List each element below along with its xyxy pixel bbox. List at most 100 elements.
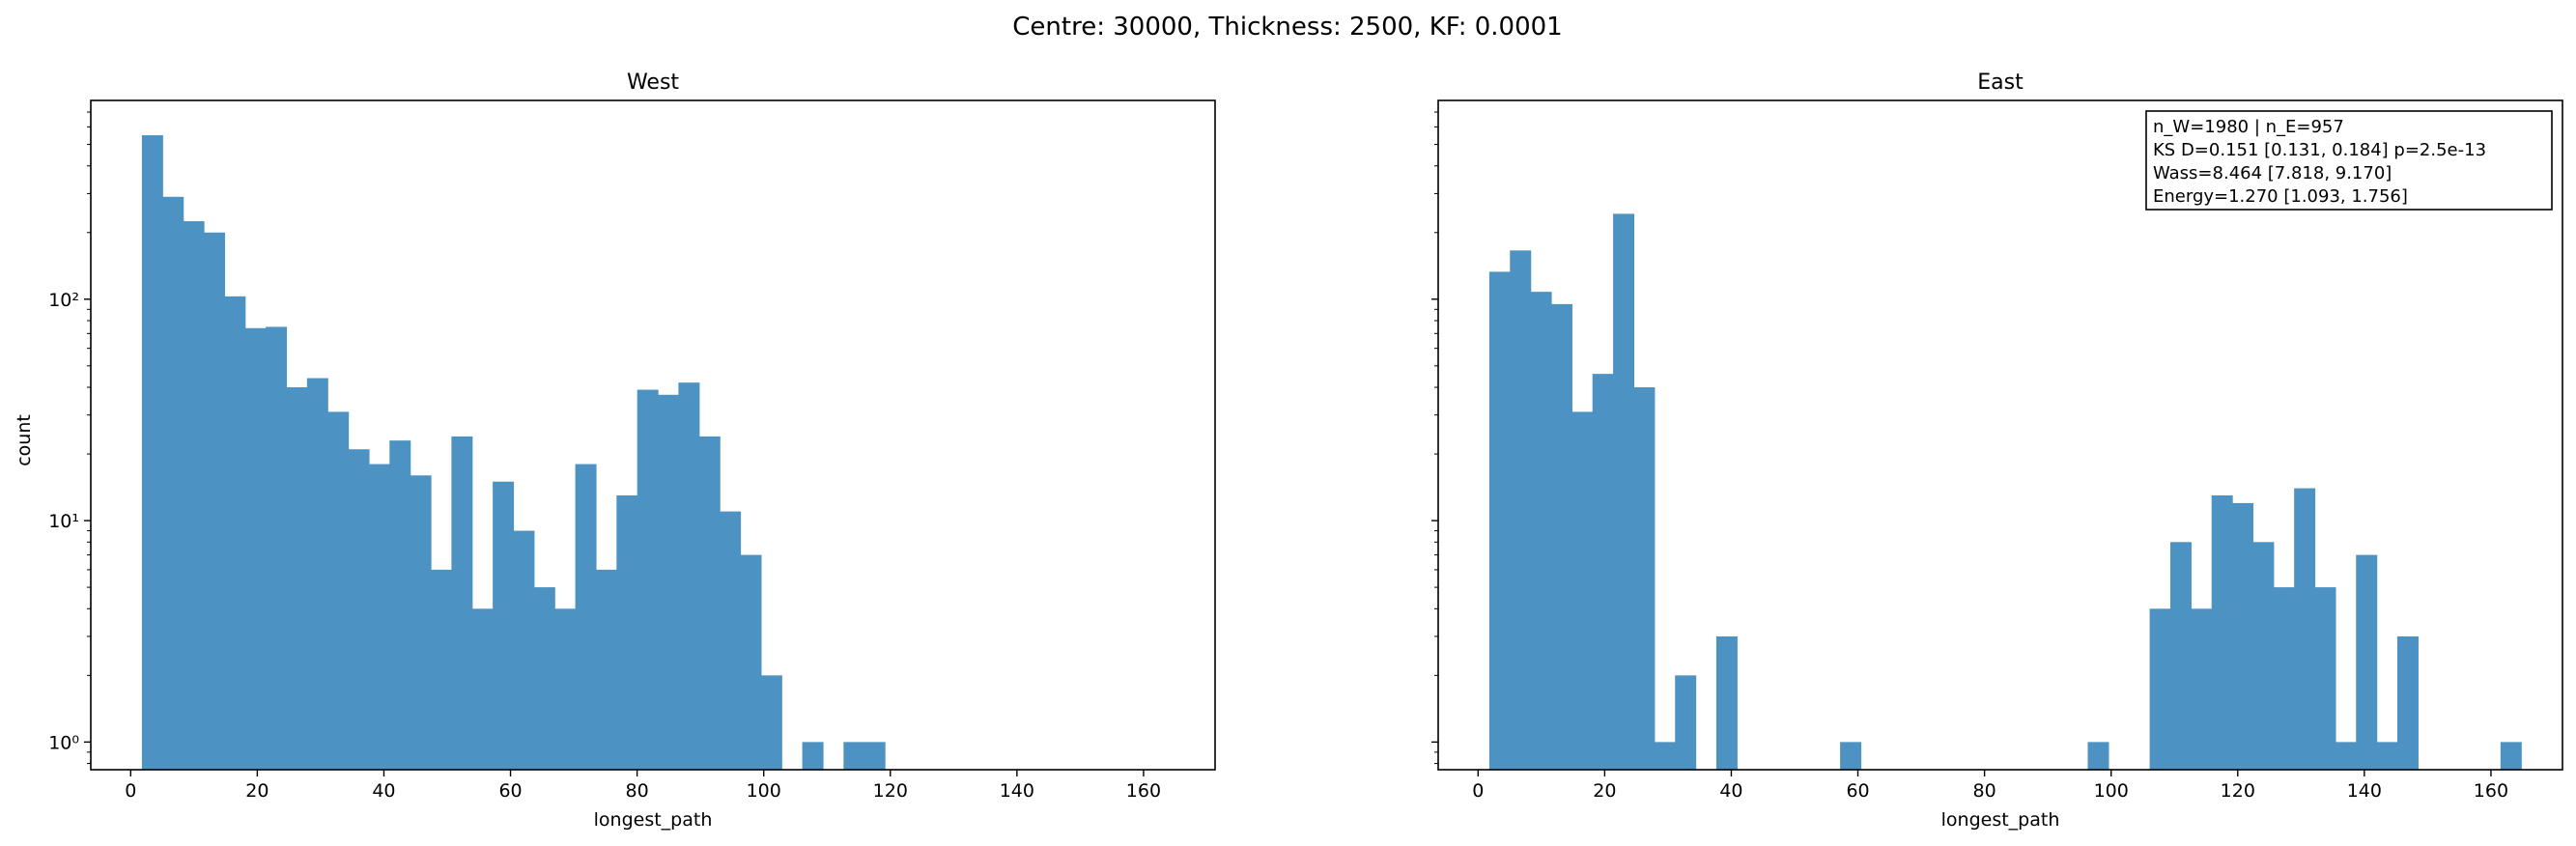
east-bar [1633, 387, 1656, 770]
east-bar [1530, 292, 1552, 770]
west-xtick-label: 140 [1000, 780, 1034, 802]
west-bar [760, 675, 782, 770]
west-ylabel: count [14, 414, 35, 466]
west-bar [493, 481, 515, 770]
east-bar [2335, 742, 2357, 770]
west-bar [162, 196, 184, 771]
west-bar [616, 494, 638, 770]
east-bar [2376, 742, 2398, 770]
west-bar [451, 436, 473, 770]
west-bar [286, 387, 308, 770]
west-bar [554, 608, 577, 770]
east-xtick-label: 80 [1973, 780, 1996, 802]
west-bar [533, 587, 555, 770]
east-bar [2356, 554, 2378, 770]
west-bar [513, 530, 535, 770]
east-bar [2314, 587, 2336, 770]
west-xtick-label: 160 [1126, 780, 1161, 802]
east-bar [2252, 542, 2275, 770]
stats-line-energy: Energy=1.270 [1.093, 1.756] [2153, 186, 2408, 207]
west-xtick-label: 20 [245, 780, 269, 802]
stats-annotation-box: n_W=1980 | n_E=957 KS D=0.151 [0.131, 0.… [2145, 110, 2553, 211]
west-bar [431, 569, 452, 770]
west-bar [843, 742, 865, 770]
west-panel: West longest_path count 0 20 40 60 80 100 120 1… [14, 70, 1216, 831]
west-bar [183, 221, 205, 770]
east-title: East [1977, 70, 2024, 95]
east-bar [1613, 213, 1635, 770]
east-ticks: 0 20 40 60 80 100 120 140 160 [1431, 111, 2508, 802]
east-bar [2191, 608, 2213, 770]
west-bar [389, 440, 411, 770]
stats-line-counts: n_W=1980 | n_E=957 [2153, 117, 2344, 137]
east-bar [2149, 608, 2171, 770]
west-bar [595, 569, 617, 770]
east-bar [1571, 411, 1594, 770]
east-xtick-label: 140 [2347, 780, 2382, 802]
figure-suptitle: Centre: 30000, Thickness: 2500, KF: 0.00… [1012, 13, 1562, 42]
east-xtick-label: 160 [2474, 780, 2508, 802]
east-axes-frame [1437, 99, 2563, 771]
west-bar [224, 296, 246, 770]
stats-line-wass: Wass=8.464 [7.818, 9.170] [2153, 163, 2392, 183]
west-bar [802, 742, 824, 770]
west-bar [658, 394, 680, 770]
west-bar [410, 475, 432, 770]
west-bar [141, 135, 163, 770]
east-bars [1488, 213, 2522, 771]
west-bar [637, 389, 659, 770]
west-axes-frame [90, 99, 1216, 771]
east-bar [2294, 488, 2316, 770]
east-bar [1654, 742, 1676, 770]
west-bar [720, 511, 742, 770]
east-xtick-label: 0 [1472, 780, 1484, 802]
east-bar [1840, 742, 1862, 770]
west-bar [306, 378, 328, 770]
west-xtick-label: 40 [372, 780, 395, 802]
east-bar [1550, 303, 1572, 770]
west-bar [575, 464, 597, 770]
east-xtick-label: 120 [2221, 780, 2255, 802]
east-bar [2500, 742, 2522, 770]
east-xtick-label: 100 [2094, 780, 2129, 802]
west-xtick-label: 60 [498, 780, 522, 802]
east-bar [1592, 374, 1614, 770]
west-xtick-label: 80 [626, 780, 649, 802]
west-ytick-label: 10¹ [48, 511, 79, 532]
east-bar [1715, 635, 1738, 770]
east-bar [2169, 542, 2192, 770]
stats-annotation-frame [2145, 110, 2553, 211]
west-bar [471, 608, 494, 770]
east-bar [2397, 635, 2419, 770]
west-bar [266, 326, 288, 770]
east-bar [2273, 587, 2295, 770]
west-ticks: 0 20 40 60 80 100 120 140 160 10⁰ 10¹ 10² [48, 111, 1161, 802]
west-bars [141, 135, 886, 771]
west-bar [368, 464, 390, 770]
west-ytick-label: 10² [48, 290, 79, 311]
west-bar [863, 742, 886, 770]
east-bar [1488, 271, 1511, 770]
east-xtick-label: 60 [1846, 780, 1869, 802]
west-title: West [627, 70, 679, 95]
east-bar [2087, 742, 2109, 770]
west-bar [678, 382, 700, 770]
west-xtick-label: 100 [747, 780, 781, 802]
west-bar [203, 232, 225, 771]
west-bar [698, 436, 721, 770]
west-xtick-label: 120 [873, 780, 908, 802]
west-xlabel: longest_path [594, 809, 713, 831]
west-ytick-label: 10⁰ [48, 732, 79, 753]
east-panel: East longest_path 0 20 40 60 80 100 120 140 160 … [1431, 70, 2563, 831]
stats-line-ks: KS D=0.151 [0.131, 0.184] p=2.5e-13 [2153, 140, 2486, 160]
west-bar [244, 327, 267, 770]
east-xlabel: longest_path [1941, 809, 2060, 831]
east-bar [1510, 250, 1532, 771]
east-bar [2232, 502, 2254, 770]
west-bar [740, 554, 762, 770]
west-xtick-label: 0 [125, 780, 136, 802]
east-xtick-label: 20 [1593, 780, 1616, 802]
east-xtick-label: 40 [1719, 780, 1742, 802]
east-bar [2211, 494, 2233, 770]
